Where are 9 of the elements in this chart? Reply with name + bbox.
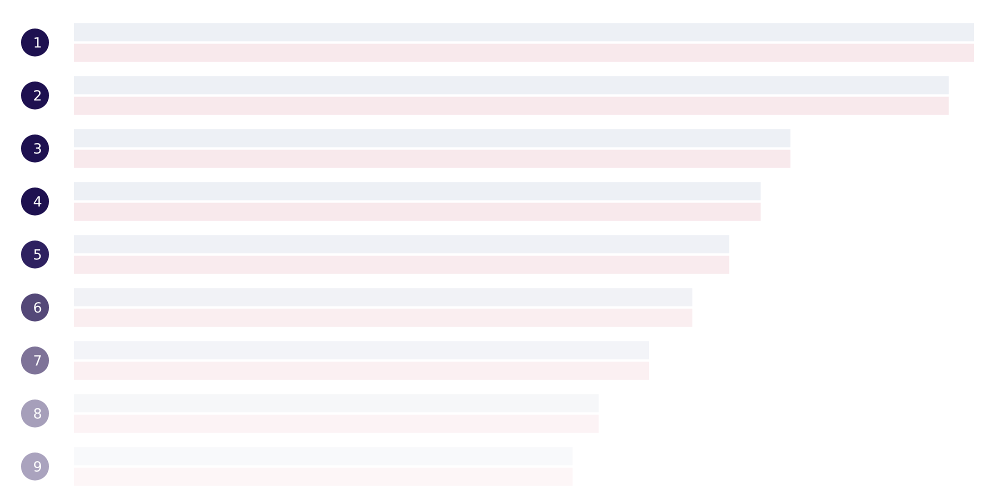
y-tick-label: 8 [33, 406, 42, 422]
y-tick-label: 9 [33, 459, 42, 476]
y-tick-label: 6 [33, 300, 42, 316]
y-tick-label: 7 [33, 353, 42, 370]
y-tick-label: 5 [33, 247, 42, 264]
y-tick-label: 3 [33, 141, 42, 158]
y-tick-label: 1 [33, 35, 42, 52]
y-tick-label: 4 [33, 194, 42, 210]
y-tick-label: 2 [33, 88, 42, 104]
